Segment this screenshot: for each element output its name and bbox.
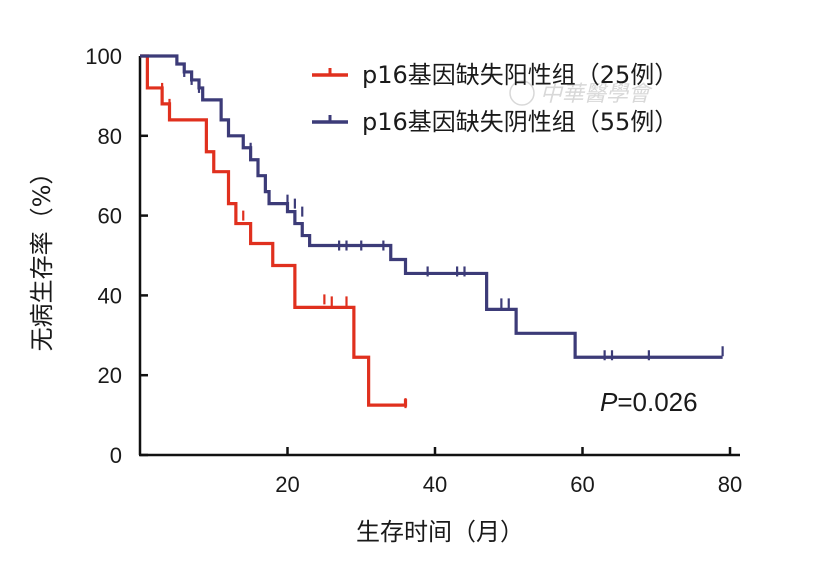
series-0	[140, 54, 408, 409]
p-value-annotation: P=0.026	[600, 387, 698, 417]
y-tick-label: 100	[85, 44, 122, 69]
legend: p16基因缺失阳性组（25例） p16基因缺失阴性组（55例）	[312, 61, 678, 136]
x-tick-label: 40	[423, 472, 447, 497]
x-axis-ticks: 20 40 60 80	[275, 447, 742, 497]
x-axis-title: 生存时间（月）	[356, 518, 524, 546]
x-tick-label: 80	[718, 472, 742, 497]
survival-curve-line	[140, 54, 723, 359]
y-tick-label: 20	[98, 363, 122, 388]
series-layer	[140, 54, 724, 409]
y-tick-label: 40	[98, 283, 122, 308]
legend-label-positive: p16基因缺失阳性组（25例）	[362, 61, 678, 89]
x-tick-label: 20	[275, 472, 299, 497]
series-1	[140, 54, 724, 361]
y-tick-label: 60	[98, 204, 122, 229]
survival-curve-line	[140, 54, 408, 407]
p-value-text: =0.026	[617, 387, 697, 417]
y-axis-title: 无病生存率（%）	[28, 161, 56, 352]
watermark: 中華醫學會	[509, 80, 653, 107]
y-tick-label: 0	[110, 443, 122, 468]
x-tick-label: 60	[570, 472, 594, 497]
legend-label-negative: p16基因缺失阴性组（55例）	[362, 108, 678, 136]
legend-item-positive: p16基因缺失阳性组（25例）	[312, 61, 678, 89]
watermark-seal-icon	[509, 80, 535, 106]
y-axis-ticks: 0 20 40 60 80 100	[85, 44, 148, 468]
y-tick-label: 80	[98, 124, 122, 149]
legend-item-negative: p16基因缺失阴性组（55例）	[312, 108, 678, 136]
p-value-symbol: P	[600, 387, 618, 417]
watermark-text: 中華醫學會	[540, 82, 653, 107]
